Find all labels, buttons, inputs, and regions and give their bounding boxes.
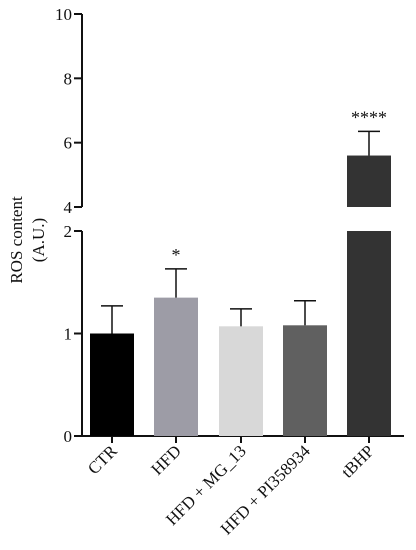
bar-upper-4 [347,155,391,207]
significance-label: **** [351,107,387,127]
y-axis-label: ROS content [7,196,26,284]
y-tick-label: 8 [64,69,73,88]
y-tick-label: 1 [64,325,73,344]
tick-labels: 0 1 2 4 6 8 10 [55,5,73,446]
significance-label: * [172,245,181,265]
bar-1 [154,297,198,436]
bar-2 [219,326,263,436]
y-tick-label: 0 [64,427,73,446]
y-tick-label: 6 [64,134,73,153]
bars [90,155,391,436]
y-tick-label: 4 [64,198,73,217]
category-label: HFD [147,441,184,478]
significance-labels: ***** [172,107,388,265]
category-label: tBHP [338,441,378,481]
bar-lower-4 [347,231,391,436]
category-label: CTR [84,441,121,478]
y-tick-label: 10 [55,5,72,24]
bar-3 [283,325,327,436]
bar-0 [90,333,134,436]
error-bars [101,130,380,334]
y-tick-label: 2 [64,222,73,241]
y-axis-label-unit: (A.U.) [29,218,48,262]
